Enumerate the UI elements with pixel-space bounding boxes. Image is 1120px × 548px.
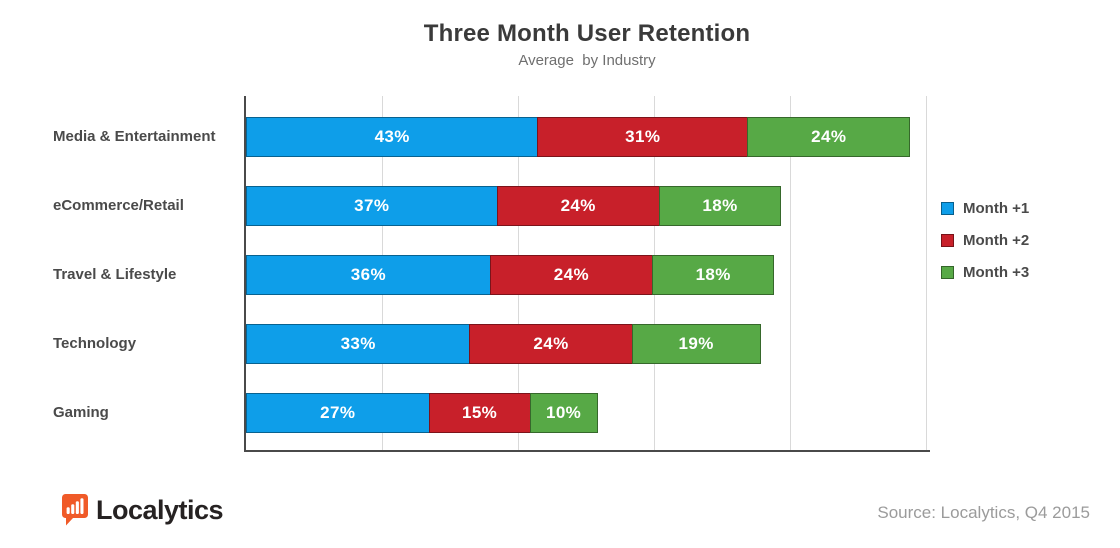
bar-segment-month-1: 33%	[246, 324, 471, 364]
legend-item: Month +3	[941, 264, 1029, 281]
bar-value-label: 24%	[560, 196, 596, 215]
chart-header: Three Month User Retention Average by In…	[246, 20, 928, 69]
bar-row: 33% 24% 19%	[246, 324, 761, 364]
logo-text: Localytics	[96, 494, 224, 525]
bar-row: 36% 24% 18%	[246, 255, 775, 295]
category-label: eCommerce/Retail	[53, 197, 184, 214]
bar-value-label: 18%	[695, 265, 731, 284]
bar-value-label: 24%	[533, 334, 569, 353]
bar-value-label: 43%	[374, 127, 410, 146]
bar-segment-month-1: 27%	[246, 393, 430, 433]
bar-segment-month-2: 24%	[469, 324, 633, 364]
x-axis-line	[244, 450, 930, 452]
bar-value-label: 37%	[354, 196, 390, 215]
bar-value-label: 24%	[811, 127, 847, 146]
bar-value-label: 27%	[320, 403, 356, 422]
bar-value-label: 15%	[461, 403, 498, 422]
bar-value-label: 31%	[625, 127, 661, 146]
bar-row: 27% 15% 10%	[246, 393, 598, 433]
legend-swatch	[941, 266, 954, 279]
category-label: Technology	[53, 335, 137, 352]
plot-area: 43% 31% 24% 37% 24% 18% 36% 24% 18% 33% 24% 19% 27% 1…	[244, 96, 930, 452]
bar-segment-month-3: 19%	[631, 324, 761, 364]
category-label: Gaming	[53, 404, 109, 421]
bar-segment-month-3: 10%	[529, 393, 598, 433]
bar-value-label: 33%	[340, 334, 376, 353]
bar-value-label: 18%	[702, 196, 738, 215]
legend-swatch	[941, 234, 954, 247]
legend: Month +1 Month +2 Month +3	[941, 200, 1029, 296]
bar-segment-month-1: 37%	[246, 186, 498, 226]
bar-segment-month-2: 24%	[496, 186, 660, 226]
legend-label: Month +1	[963, 200, 1030, 217]
legend-label: Month +3	[963, 264, 1030, 281]
bar-segment-month-3: 18%	[658, 186, 782, 226]
legend-item: Month +1	[941, 200, 1029, 217]
bar-segment-month-1: 36%	[246, 255, 491, 295]
y-axis-line	[244, 96, 246, 450]
bar-value-label: 36%	[350, 265, 387, 284]
legend-item: Month +2	[941, 232, 1029, 249]
legend-swatch	[941, 202, 954, 215]
bar-value-label: 10%	[545, 403, 582, 422]
bar-value-label: 19%	[678, 334, 714, 353]
chart-title: Three Month User Retention	[423, 20, 751, 47]
source-text: Source: Localytics, Q4 2015	[877, 503, 1090, 522]
bar-segment-month-2: 15%	[428, 393, 531, 433]
gridline-100	[925, 96, 927, 450]
chart-subtitle: Average by Industry	[518, 52, 656, 69]
bar-segment-month-3: 18%	[651, 255, 775, 295]
bar-value-label: 24%	[553, 265, 589, 284]
legend-label: Month +2	[963, 232, 1030, 249]
bar-row: 37% 24% 18%	[246, 186, 782, 226]
localytics-logo: Localytics	[62, 492, 224, 528]
bar-segment-month-3: 24%	[747, 117, 911, 157]
bar-segment-month-2: 24%	[489, 255, 653, 295]
bar-segment-month-1: 43%	[246, 117, 539, 157]
bar-row: 43% 31% 24%	[246, 117, 911, 157]
bar-segment-month-2: 31%	[537, 117, 749, 157]
gridline-80	[789, 96, 791, 450]
logo-bubble-barchart-icon	[62, 494, 88, 526]
category-label: Media & Entertainment	[53, 128, 216, 145]
category-label: Travel & Lifestyle	[53, 266, 177, 283]
